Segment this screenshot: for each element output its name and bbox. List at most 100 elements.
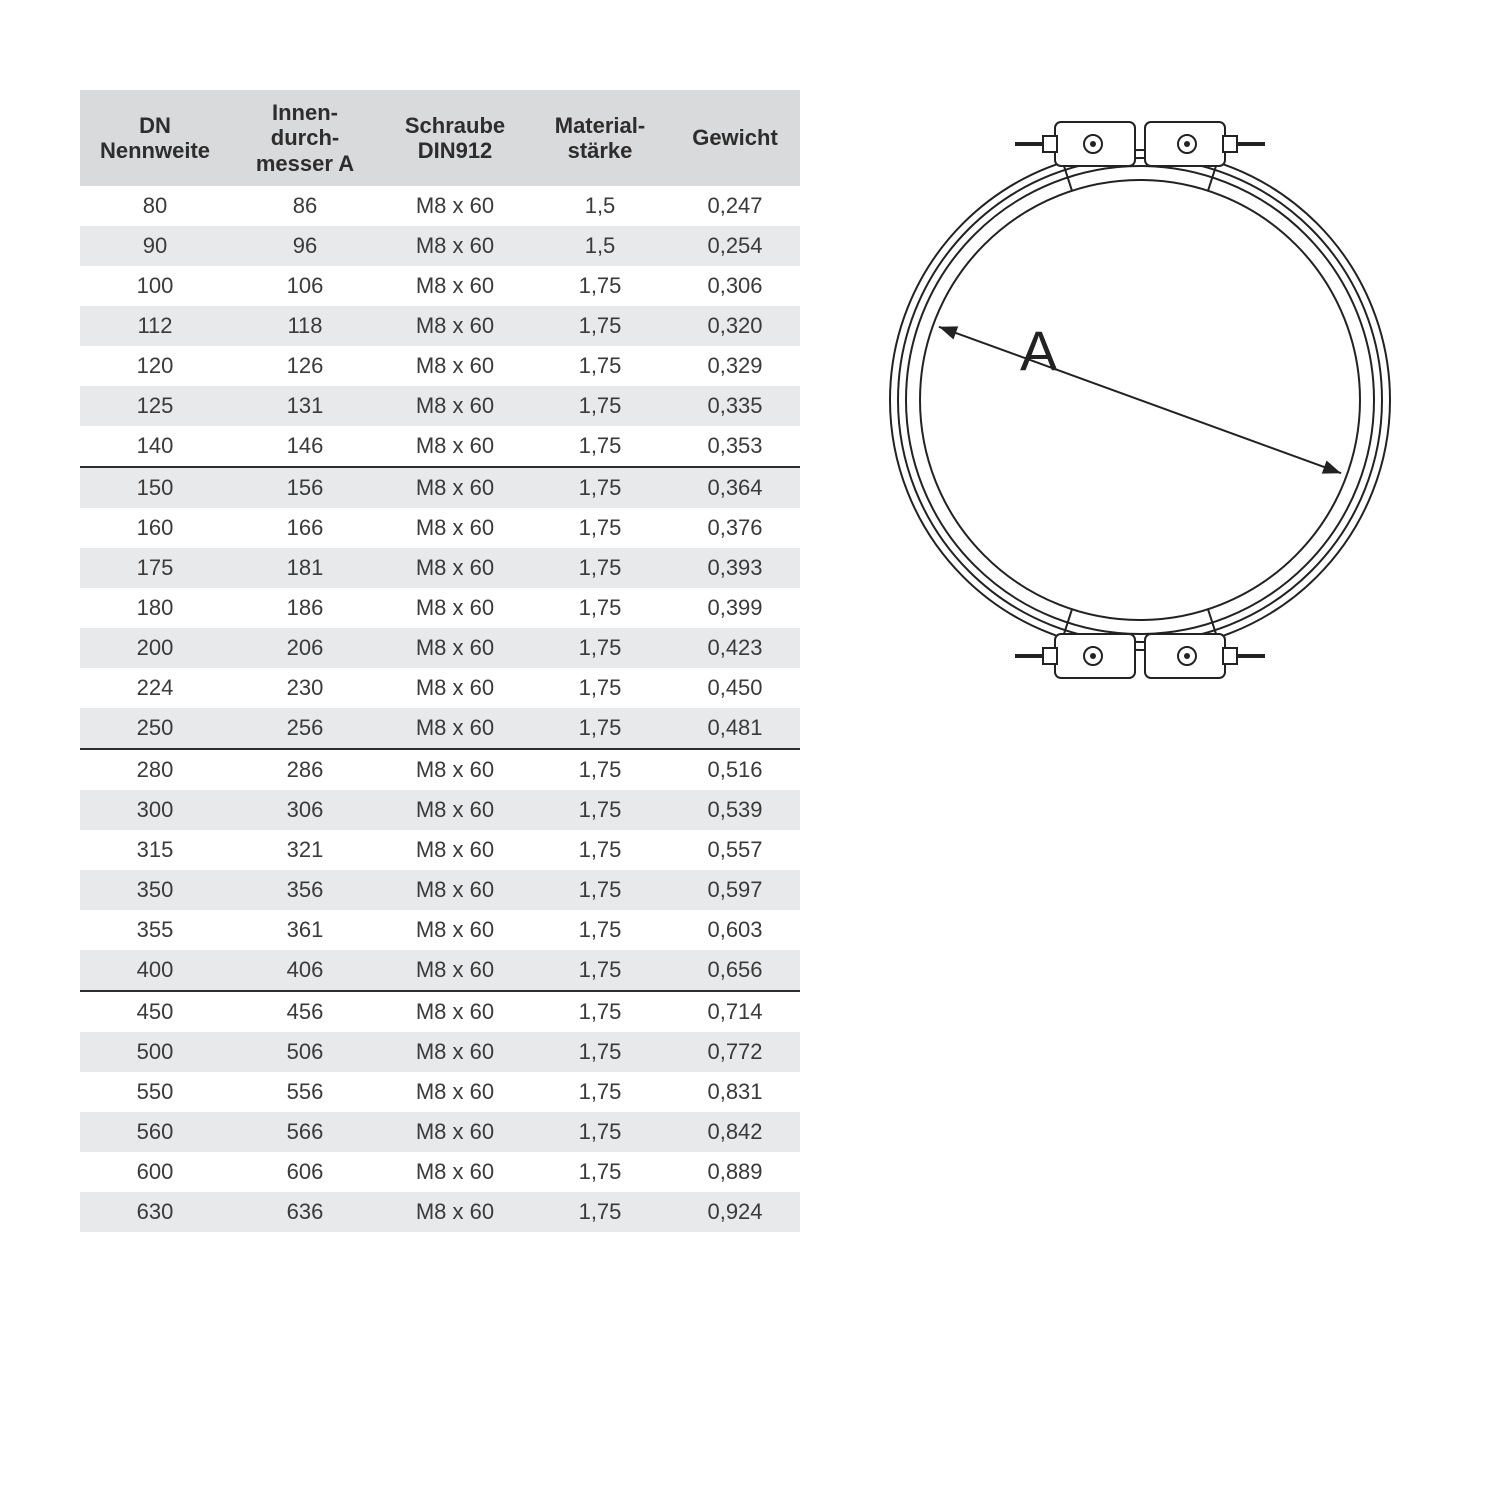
table-row: 355361M8 x 601,750,603 — [80, 910, 800, 950]
cell: M8 x 60 — [380, 708, 530, 749]
table-row: 112118M8 x 601,750,320 — [80, 306, 800, 346]
cell: 600 — [80, 1152, 230, 1192]
cell: 566 — [230, 1112, 380, 1152]
cell: 0,364 — [670, 467, 800, 508]
table-row: 224230M8 x 601,750,450 — [80, 668, 800, 708]
cell: M8 x 60 — [380, 790, 530, 830]
cell: 146 — [230, 426, 380, 467]
cell: 0,516 — [670, 749, 800, 790]
cell: 321 — [230, 830, 380, 870]
clamp-diagram: A — [860, 90, 1420, 710]
cell: 500 — [80, 1032, 230, 1072]
cell: M8 x 60 — [380, 346, 530, 386]
cell: 1,75 — [530, 1152, 670, 1192]
table-row: 560566M8 x 601,750,842 — [80, 1112, 800, 1152]
table-row: 160166M8 x 601,750,376 — [80, 508, 800, 548]
cell: 1,75 — [530, 266, 670, 306]
table-row: 150156M8 x 601,750,364 — [80, 467, 800, 508]
table-row: 350356M8 x 601,750,597 — [80, 870, 800, 910]
cell: 126 — [230, 346, 380, 386]
cell: 1,5 — [530, 186, 670, 226]
cell: 0,450 — [670, 668, 800, 708]
cell: 400 — [80, 950, 230, 991]
cell: M8 x 60 — [380, 426, 530, 467]
cell: 0,772 — [670, 1032, 800, 1072]
cell: M8 x 60 — [380, 910, 530, 950]
cell: 1,75 — [530, 790, 670, 830]
cell: 0,254 — [670, 226, 800, 266]
cell: M8 x 60 — [380, 749, 530, 790]
cell: 1,75 — [530, 1032, 670, 1072]
cell: 180 — [80, 588, 230, 628]
table-row: 175181M8 x 601,750,393 — [80, 548, 800, 588]
table-row: 550556M8 x 601,750,831 — [80, 1072, 800, 1112]
cell: 1,75 — [530, 346, 670, 386]
cell: 286 — [230, 749, 380, 790]
cell: 0,481 — [670, 708, 800, 749]
cell: 0,924 — [670, 1192, 800, 1232]
cell: 1,75 — [530, 1192, 670, 1232]
cell: 506 — [230, 1032, 380, 1072]
table-row: 200206M8 x 601,750,423 — [80, 628, 800, 668]
cell: 630 — [80, 1192, 230, 1232]
cell: 1,75 — [530, 668, 670, 708]
cell: M8 x 60 — [380, 668, 530, 708]
cell: M8 x 60 — [380, 870, 530, 910]
cell: 0,306 — [670, 266, 800, 306]
col-header-0: DNNennweite — [80, 90, 230, 186]
cell: 1,75 — [530, 306, 670, 346]
table-row: 180186M8 x 601,750,399 — [80, 588, 800, 628]
cell: M8 x 60 — [380, 950, 530, 991]
cell: 1,75 — [530, 628, 670, 668]
table-row: 8086M8 x 601,50,247 — [80, 186, 800, 226]
cell: 306 — [230, 790, 380, 830]
cell: 0,320 — [670, 306, 800, 346]
cell: 0,831 — [670, 1072, 800, 1112]
table-row: 140146M8 x 601,750,353 — [80, 426, 800, 467]
cell: 1,75 — [530, 548, 670, 588]
table-row: 450456M8 x 601,750,714 — [80, 991, 800, 1032]
cell: 350 — [80, 870, 230, 910]
cell: 250 — [80, 708, 230, 749]
cell: 560 — [80, 1112, 230, 1152]
cell: M8 x 60 — [380, 1192, 530, 1232]
cell: 1,75 — [530, 508, 670, 548]
dimension-label: A — [1020, 319, 1058, 382]
table-row: 600606M8 x 601,750,889 — [80, 1152, 800, 1192]
cell: 96 — [230, 226, 380, 266]
cell: 112 — [80, 306, 230, 346]
cell: 150 — [80, 467, 230, 508]
table-row: 500506M8 x 601,750,772 — [80, 1032, 800, 1072]
cell: 1,75 — [530, 870, 670, 910]
spec-table: DNNennweiteInnen-durch-messer ASchraubeD… — [80, 90, 800, 1232]
cell: 0,353 — [670, 426, 800, 467]
cell: 0,329 — [670, 346, 800, 386]
cell: 0,393 — [670, 548, 800, 588]
cell: M8 x 60 — [380, 266, 530, 306]
cell: 140 — [80, 426, 230, 467]
table-row: 120126M8 x 601,750,329 — [80, 346, 800, 386]
cell: M8 x 60 — [380, 226, 530, 266]
cell: 0,423 — [670, 628, 800, 668]
table-row: 400406M8 x 601,750,656 — [80, 950, 800, 991]
cell: M8 x 60 — [380, 548, 530, 588]
cell: M8 x 60 — [380, 306, 530, 346]
cell: 361 — [230, 910, 380, 950]
cell: 606 — [230, 1152, 380, 1192]
cell: M8 x 60 — [380, 588, 530, 628]
table-row: 125131M8 x 601,750,335 — [80, 386, 800, 426]
cell: 0,335 — [670, 386, 800, 426]
cell: 200 — [80, 628, 230, 668]
cell: 106 — [230, 266, 380, 306]
table-row: 280286M8 x 601,750,516 — [80, 749, 800, 790]
cell: 80 — [80, 186, 230, 226]
cell: 1,75 — [530, 708, 670, 749]
cell: 118 — [230, 306, 380, 346]
cell: 1,75 — [530, 386, 670, 426]
cell: M8 x 60 — [380, 186, 530, 226]
cell: 1,5 — [530, 226, 670, 266]
cell: 0,399 — [670, 588, 800, 628]
cell: 0,597 — [670, 870, 800, 910]
cell: 1,75 — [530, 749, 670, 790]
cell: M8 x 60 — [380, 991, 530, 1032]
